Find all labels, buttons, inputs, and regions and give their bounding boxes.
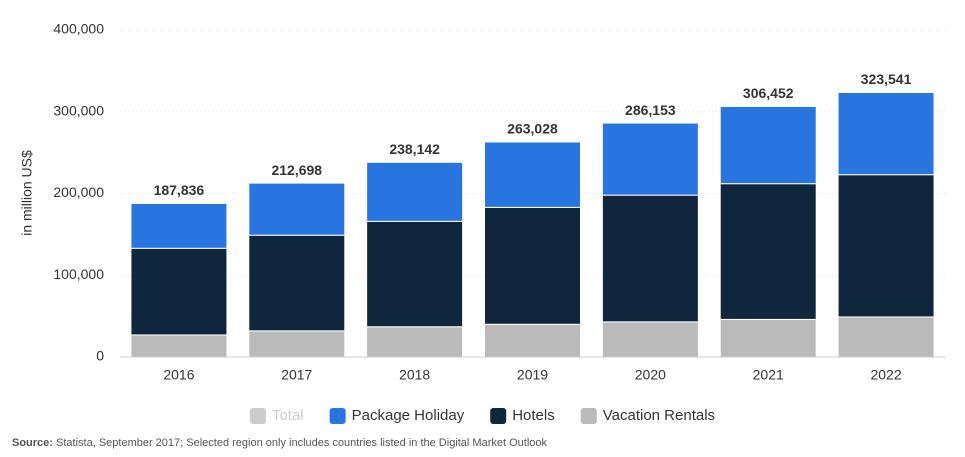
bar-segment — [719, 183, 817, 320]
bar-segment — [484, 141, 581, 208]
total-label: 212,698 — [271, 162, 322, 178]
x-tick-label: 2016 — [163, 367, 194, 383]
y-tick-label: 400,000 — [53, 21, 104, 37]
legend-swatch — [580, 408, 597, 424]
x-tick-label: 2021 — [753, 367, 784, 383]
total-label: 263,028 — [507, 121, 558, 137]
y-tick-label: 300,000 — [53, 102, 104, 118]
x-tick-label: 2019 — [517, 367, 548, 383]
total-label: 323,541 — [861, 71, 912, 87]
bar-segment — [484, 206, 581, 325]
bar-segment — [130, 247, 228, 336]
total-label: 306,452 — [743, 85, 794, 101]
bar-segment — [130, 202, 228, 249]
x-tick-label: 2017 — [281, 367, 312, 383]
source: Source: Statista, September 2017; Select… — [12, 437, 548, 449]
bar-segment — [248, 330, 346, 358]
y-axis-label: in million US$ — [19, 150, 35, 236]
bar-segment — [366, 326, 464, 358]
legend-label: Package Holiday — [352, 407, 465, 424]
source-label: Source: — [12, 437, 53, 449]
total-label: 238,142 — [389, 141, 440, 157]
bar-segment — [130, 334, 228, 358]
x-tick-label: 2022 — [870, 367, 901, 383]
source-text: Statista, September 2017; Selected regio… — [53, 437, 548, 449]
legend-label: Total — [272, 407, 304, 424]
x-tick-label: 2018 — [399, 367, 430, 383]
bar-segment — [248, 182, 346, 236]
bar-segment — [719, 318, 817, 358]
y-tick-label: 200,000 — [53, 184, 104, 200]
legend-label: Vacation Rentals — [603, 407, 715, 424]
y-tick-label: 0 — [96, 348, 104, 364]
bar-segment — [719, 105, 817, 185]
bar-segment — [601, 194, 699, 323]
legend-label: Hotels — [512, 407, 555, 424]
bar-segment — [837, 316, 935, 358]
bar-segment — [601, 321, 699, 358]
y-tick-label: 100,000 — [53, 266, 104, 282]
legend-swatch — [490, 408, 507, 424]
total-label: 187,836 — [154, 182, 205, 198]
bar-segment — [366, 161, 464, 222]
bar-segment — [484, 323, 581, 358]
bar-segment — [837, 92, 935, 176]
bar-segment — [601, 122, 699, 196]
bar-segment — [837, 174, 935, 318]
legend-swatch — [329, 408, 346, 424]
bar-segment — [248, 234, 346, 332]
bar-segment — [366, 220, 464, 328]
x-tick-label: 2020 — [635, 367, 666, 383]
total-label: 286,153 — [625, 102, 676, 118]
legend-swatch — [249, 408, 266, 424]
